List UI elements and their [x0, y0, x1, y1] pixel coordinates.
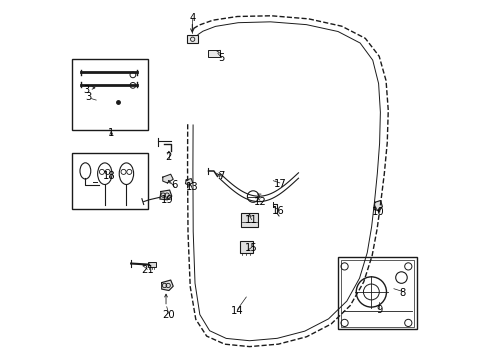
Text: 12: 12	[254, 197, 266, 207]
Text: 14: 14	[230, 306, 243, 316]
Text: 21: 21	[141, 265, 153, 275]
Text: 2: 2	[165, 152, 172, 162]
Text: 5: 5	[218, 53, 224, 63]
Bar	[337, 257, 416, 329]
Bar	[340, 260, 413, 327]
Text: 7: 7	[218, 171, 224, 181]
Text: 20: 20	[162, 310, 175, 320]
Bar	[72, 59, 148, 130]
Text: 6: 6	[171, 180, 177, 190]
Polygon shape	[162, 280, 173, 291]
Text: 3: 3	[84, 92, 91, 102]
Polygon shape	[163, 174, 173, 183]
Text: 11: 11	[245, 215, 258, 225]
Text: 13: 13	[185, 182, 198, 192]
Polygon shape	[160, 190, 171, 200]
Polygon shape	[373, 201, 382, 211]
Bar	[240, 241, 253, 253]
Bar	[207, 50, 219, 57]
Text: 3: 3	[83, 85, 89, 95]
Polygon shape	[185, 179, 192, 185]
Text: 16: 16	[272, 206, 285, 216]
Text: 17: 17	[274, 179, 286, 189]
Bar	[148, 262, 156, 267]
Text: 1: 1	[108, 128, 114, 138]
Text: 8: 8	[399, 288, 405, 298]
Text: 15: 15	[245, 243, 258, 253]
Bar	[241, 213, 258, 227]
Text: 18: 18	[103, 171, 116, 181]
Bar	[72, 153, 148, 209]
Bar	[186, 35, 197, 43]
Text: 19: 19	[161, 195, 173, 205]
Text: 4: 4	[189, 13, 195, 23]
Text: 9: 9	[376, 305, 382, 315]
Text: 10: 10	[370, 207, 383, 217]
